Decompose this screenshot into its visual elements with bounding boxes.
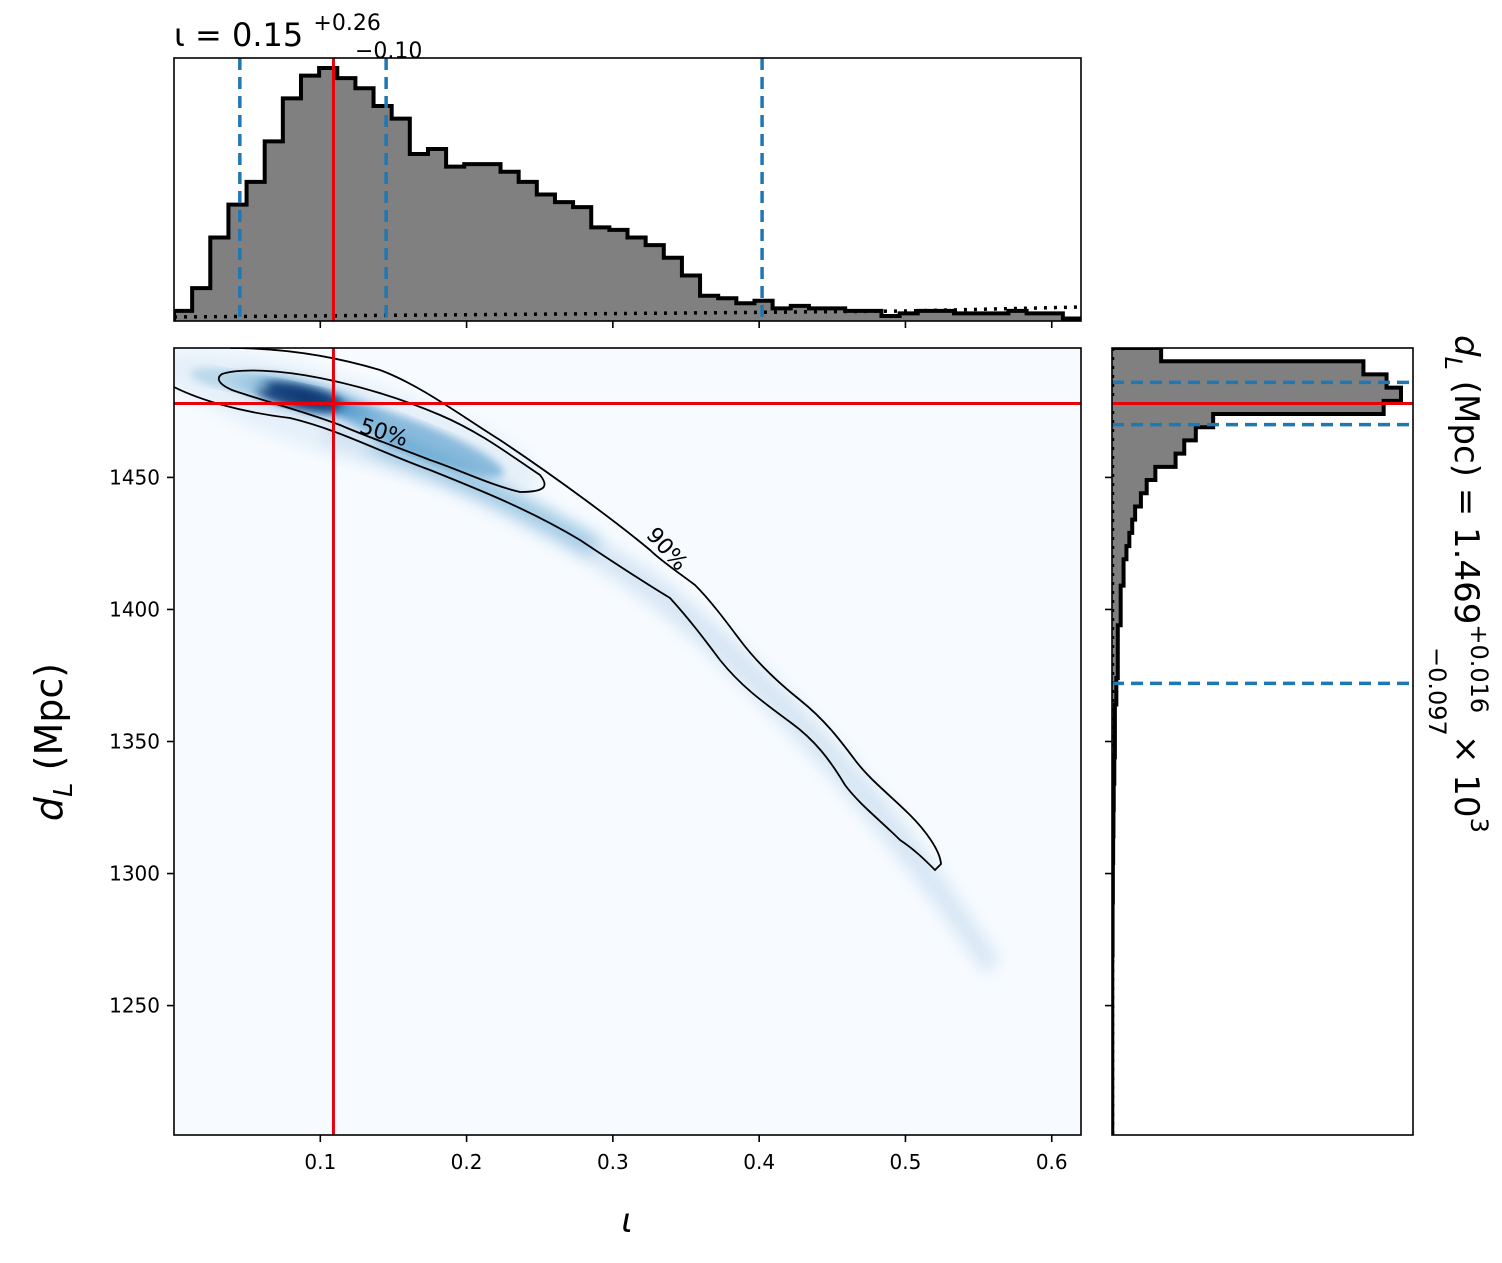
iota-histogram-fill (174, 68, 1081, 321)
svg-text:× 103: × 103 (1446, 735, 1493, 833)
dL-quantile-lines (1112, 380, 1413, 686)
svg-text:−0.097: −0.097 (1423, 647, 1451, 736)
x-tick-label-1: 0.2 (451, 1150, 483, 1174)
main-x-ticks: 0.1 0.2 0.3 0.4 0.5 0.6 (304, 1135, 1068, 1174)
iota-quantile-lines (238, 58, 764, 321)
dL-histogram-fill (1112, 348, 1401, 1135)
dL-histogram-outline (1112, 348, 1403, 1135)
iota-title: ι = 0.15 +0.26 (174, 11, 381, 54)
density-field (174, 348, 1000, 975)
svg-text:dL (Mpc): dL (Mpc) (27, 663, 79, 821)
svg-text:dL (Mpc) = 1.469+0.016: dL (Mpc) = 1.469+0.016 (1439, 335, 1493, 713)
right-y-ticks (1105, 476, 1112, 1007)
dL-marginal-panel (1105, 347, 1414, 1136)
x-tick-label-5: 0.6 (1036, 1150, 1068, 1174)
contour-90 (174, 348, 942, 872)
x-tick-label-2: 0.3 (597, 1150, 629, 1174)
iota-prior-dotted (174, 305, 1081, 319)
y-tick-label-3: 1400 (109, 597, 160, 621)
y-axis-label: dL (Mpc) (27, 663, 79, 821)
iota-marginal-panel (173, 57, 1082, 328)
iota-title-sub: −0.10 (355, 39, 422, 64)
y-tick-label-1: 1300 (109, 862, 160, 886)
density-background (174, 348, 1081, 1135)
joint-density-panel: 50% 90% 0.1 0.2 0.3 0.4 0.5 0.6 1250130013501… (109, 347, 1082, 1174)
dL-title: dL (Mpc) = 1.469+0.016 −0.097 × 103 (1423, 335, 1493, 833)
y-tick-label-2: 1350 (109, 730, 160, 754)
iota-histogram-outline (174, 66, 1081, 321)
top-axes-frame (173, 57, 1082, 322)
y-tick-label-0: 1250 (109, 994, 160, 1018)
top-x-ticks (319, 321, 1053, 328)
x-tick-label-3: 0.4 (743, 1150, 775, 1174)
x-tick-label-4: 0.5 (890, 1150, 922, 1174)
y-tick-label-4: 1450 (109, 465, 160, 489)
main-y-ticks: 1250 1300 1350 1400 1450 (109, 465, 174, 1018)
x-axis-label: ι (621, 1201, 633, 1241)
x-tick-label-0: 0.1 (304, 1150, 336, 1174)
